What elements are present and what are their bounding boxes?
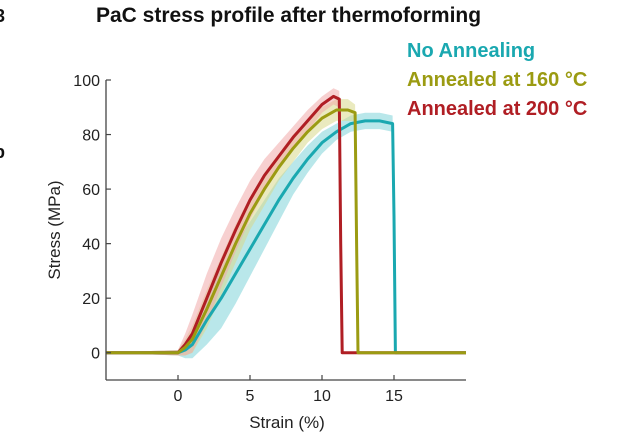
panel-fragment-left-edge: b	[0, 142, 5, 162]
line-no-annealing	[106, 119, 466, 355]
x-tick-label: 0	[174, 388, 183, 405]
y-tick-label: 100	[73, 73, 100, 90]
panel-fragment-top-left: 3	[0, 6, 5, 26]
legend-entry: Annealed at 200 °C	[407, 98, 587, 120]
y-tick-label: 60	[82, 182, 100, 199]
legend-entry: Annealed at 160 °C	[407, 69, 587, 91]
x-ticks: 0 5 10 15	[174, 375, 403, 405]
x-tick-label: 10	[313, 388, 331, 405]
x-axis-label: Strain (%)	[249, 413, 325, 432]
y-axis-label: Stress (MPa)	[45, 180, 64, 279]
band-annealed-at-200-c	[106, 88, 466, 356]
y-tick-label: 0	[91, 346, 100, 363]
y-tick-label: 80	[82, 128, 100, 145]
chart-title: PaC stress profile after thermoforming	[96, 4, 481, 27]
confidence-bands	[106, 88, 466, 359]
x-tick-label: 15	[385, 388, 403, 405]
series-lines	[106, 94, 466, 355]
line-annealed-at-200-c	[106, 94, 466, 355]
y-tick-label: 40	[82, 237, 100, 254]
line-annealed-at-160-c	[106, 108, 466, 355]
y-ticks: 0 20 40 60 80 100	[73, 73, 111, 363]
legend-entry: No Annealing	[407, 40, 535, 62]
y-tick-label: 20	[82, 291, 100, 308]
x-tick-label: 5	[246, 388, 255, 405]
legend: No Annealing Annealed at 160 °C Annealed a…	[407, 40, 587, 120]
